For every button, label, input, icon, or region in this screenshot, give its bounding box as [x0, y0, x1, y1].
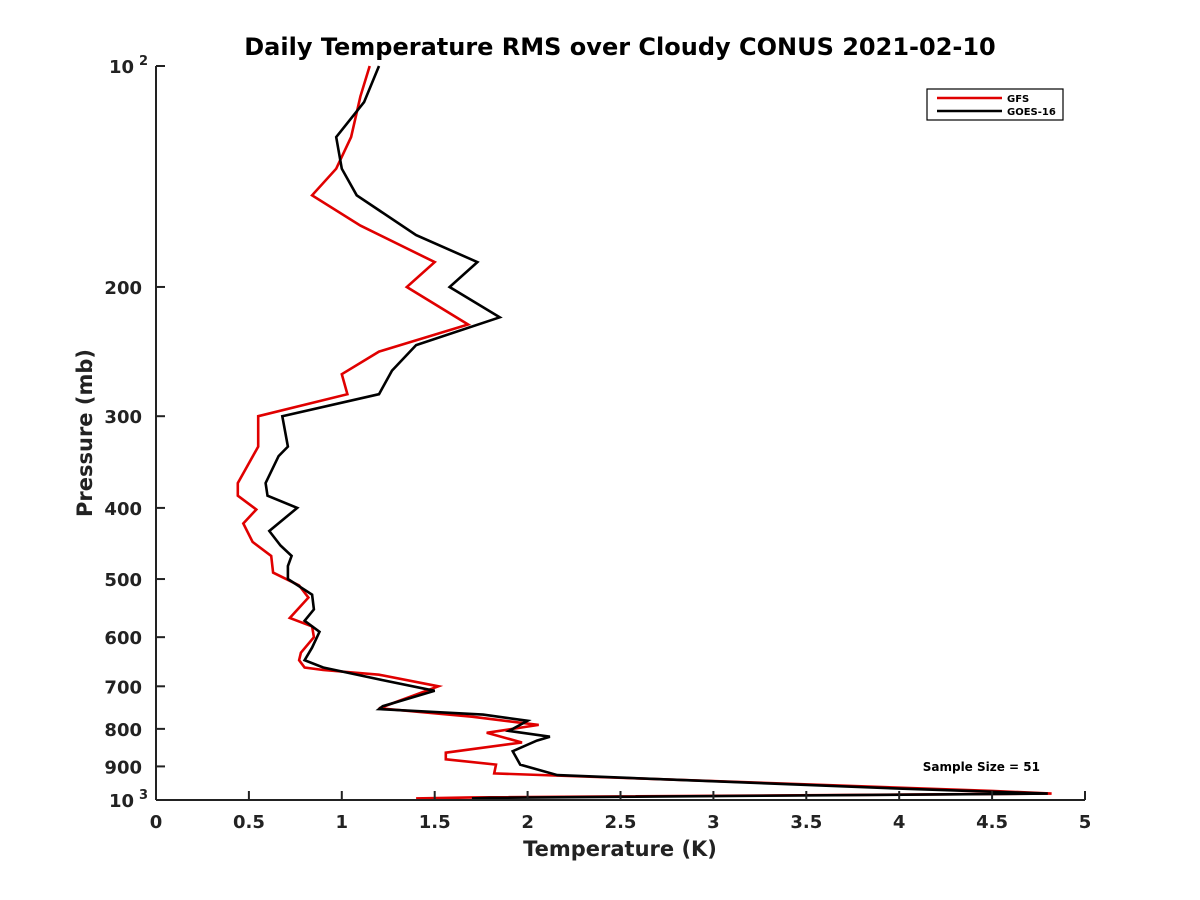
legend-box: [926, 88, 1064, 121]
y-ticks: 2 10 200 300 400 500 600 700 800 900 3 10: [104, 54, 165, 812]
x-tick-label: 3: [707, 812, 720, 833]
chart-title: Daily Temperature RMS over Cloudy CONUS …: [244, 33, 996, 61]
x-tick-label: 1: [336, 812, 349, 833]
y-axis-label: Pressure (mb): [73, 349, 97, 517]
x-tick-label: 5: [1079, 812, 1092, 833]
legend-label: GOES-16: [1007, 107, 1056, 118]
y-tick-label: 800: [104, 720, 142, 741]
x-tick-label: 1.5: [419, 812, 451, 833]
x-tick-label: 2.5: [605, 812, 637, 833]
x-ticks: 0 0.5 1 1.5 2 2.5 3 3.5 4 4.5 5: [150, 791, 1092, 833]
series-line-goes-16: [264, 65, 1048, 800]
plot-lines: [236, 65, 1052, 800]
y-tick-label: 300: [104, 407, 142, 428]
y-tick-exponent: 2: [139, 54, 148, 69]
y-tick-label: 400: [104, 499, 142, 520]
legend-label: GFS: [1007, 94, 1029, 105]
series-line-gfs: [236, 65, 1052, 800]
y-tick-label: 10: [109, 57, 134, 78]
x-tick-label: 4.5: [976, 812, 1008, 833]
y-tick-label: 500: [104, 570, 142, 591]
legend: GFS GOES-16: [926, 88, 1064, 121]
x-tick-label: 0.5: [233, 812, 265, 833]
y-tick-label: 900: [104, 757, 142, 778]
sample-size-annotation: Sample Size = 51: [923, 760, 1040, 774]
x-tick-label: 0: [150, 812, 163, 833]
y-tick-exponent: 3: [139, 788, 148, 803]
x-tick-label: 3.5: [790, 812, 822, 833]
y-tick-label: 10: [109, 791, 134, 812]
x-tick-label: 2: [521, 812, 534, 833]
y-tick-label: 700: [104, 677, 142, 698]
y-tick-label: 200: [104, 278, 142, 299]
x-axis-label: Temperature (K): [523, 837, 717, 861]
x-tick-label: 4: [893, 812, 906, 833]
y-tick-label: 600: [104, 628, 142, 649]
